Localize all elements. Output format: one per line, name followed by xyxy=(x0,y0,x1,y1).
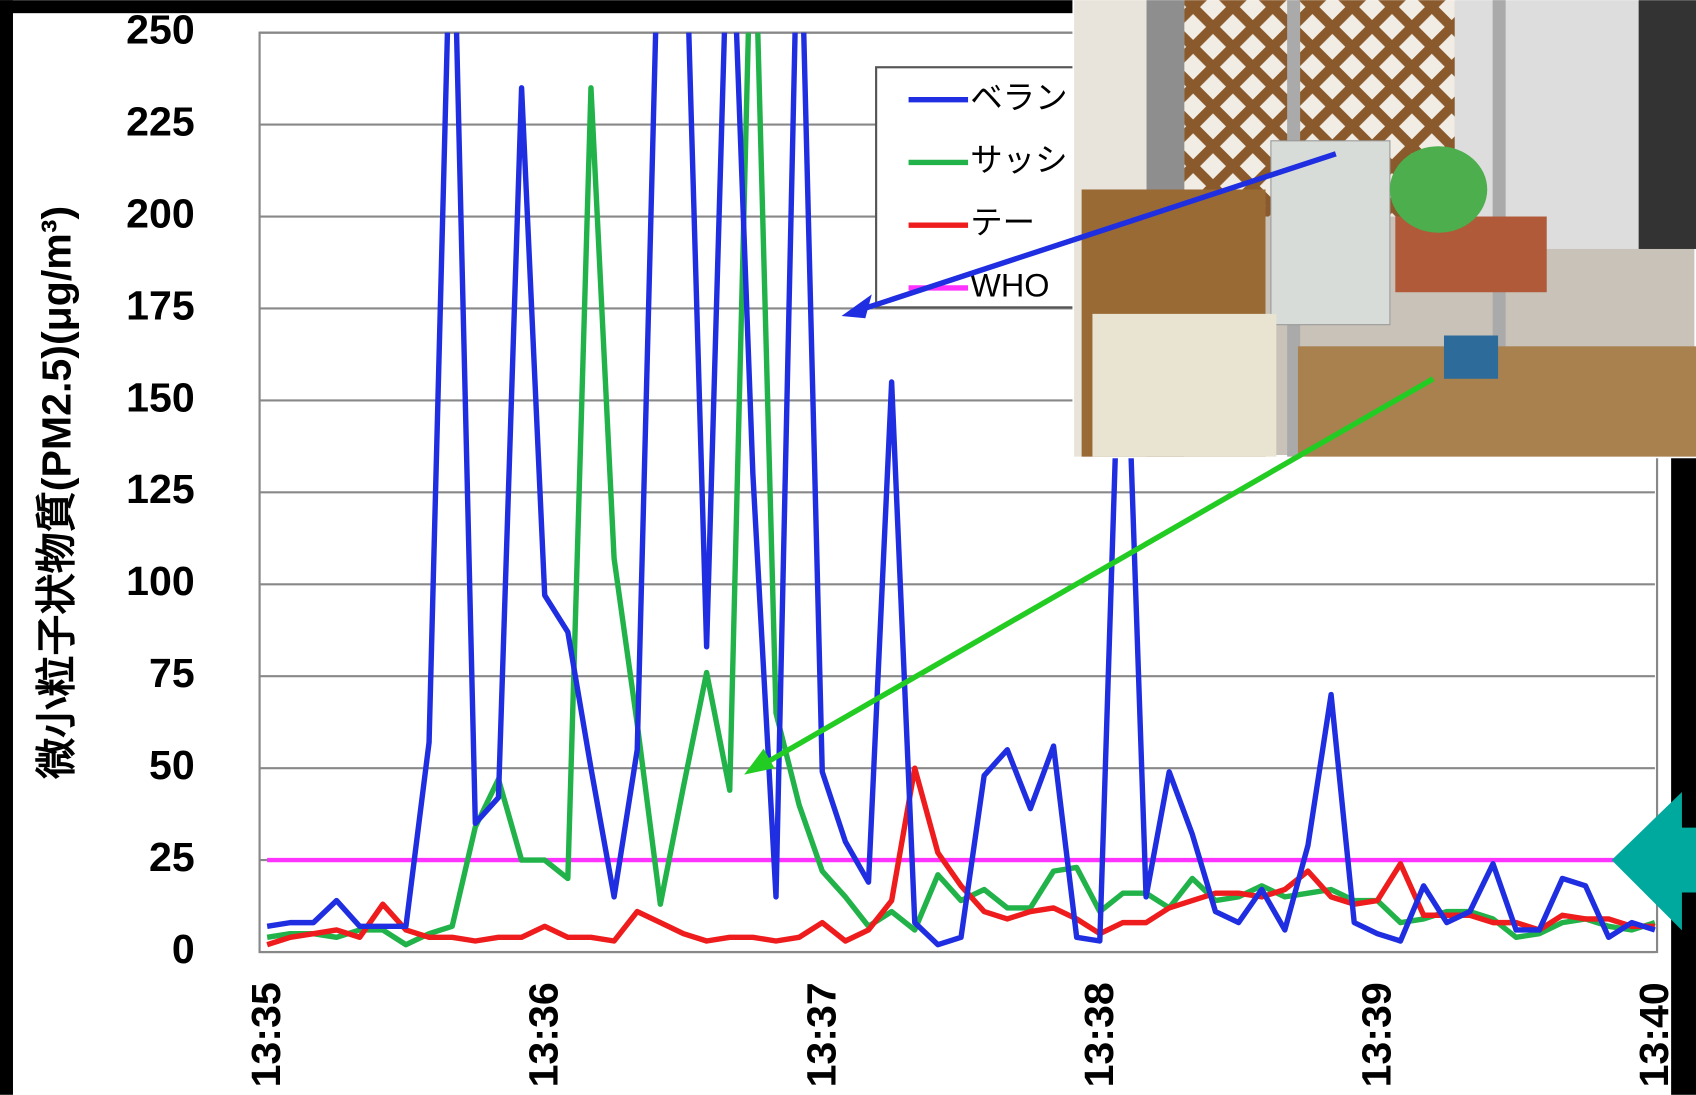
y-tick-label: 150 xyxy=(126,374,195,420)
pointer-arrowhead xyxy=(842,294,872,318)
y-tick-label: 25 xyxy=(149,834,195,880)
x-tick-label: 13:37 xyxy=(798,982,844,1087)
y-axis-label: 微小粒子状物質(PM2.5)(μg/m³) xyxy=(33,206,79,780)
left-band xyxy=(0,0,13,1095)
x-tick-label: 13:36 xyxy=(521,982,567,1087)
x-tick-label: 13:35 xyxy=(243,982,289,1087)
x-tick-label: 13:40 xyxy=(1631,982,1677,1087)
y-tick-label: 75 xyxy=(149,650,195,696)
y-tick-label: 0 xyxy=(172,926,195,972)
legend-label: テー xyxy=(970,205,1035,241)
legend-label: サッシ xyxy=(970,142,1067,178)
legend-label: ベラン xyxy=(970,79,1067,115)
y-tick-label: 125 xyxy=(126,466,195,512)
y-tick-label: 200 xyxy=(126,190,195,236)
photo xyxy=(1074,0,1696,456)
y-tick-label: 175 xyxy=(126,282,195,328)
y-tick-label: 50 xyxy=(149,742,195,788)
y-tick-label: 100 xyxy=(126,558,195,604)
y-tick-label: 250 xyxy=(126,7,195,53)
legend-label: WHO xyxy=(970,267,1049,303)
x-tick-label: 13:39 xyxy=(1353,982,1399,1087)
x-tick-label: 13:38 xyxy=(1076,982,1122,1087)
chart: 微小粒子状物質(PM2.5)(μg/m³) ベランサッシテー WHO 0 25 50 7… xyxy=(0,0,1696,1095)
y-tick-label: 225 xyxy=(126,98,195,144)
